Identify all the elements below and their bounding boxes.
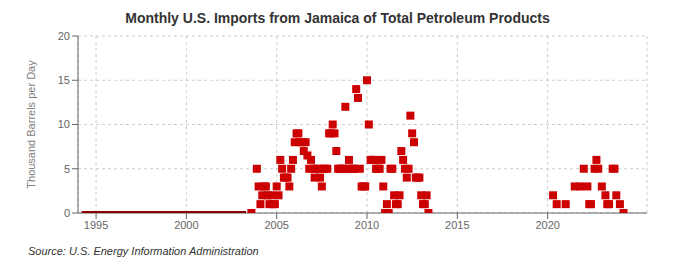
svg-text:Thousand Barrels per Day: Thousand Barrels per Day <box>25 60 37 189</box>
svg-text:2005: 2005 <box>264 219 288 231</box>
html-text:Source: U.S. Energy Informatio: Source: U.S. Energy Information Administ… <box>28 245 259 257</box>
svg-text:1995: 1995 <box>84 219 108 231</box>
svg-text:5: 5 <box>64 163 70 175</box>
svg-text:2020: 2020 <box>535 219 559 231</box>
svg-text:0: 0 <box>64 207 70 219</box>
svg-text:10: 10 <box>58 118 70 130</box>
html-text:Monthly U.S. Imports from Jama: Monthly U.S. Imports from Jamaica of Tot… <box>125 10 550 26</box>
svg-text:15: 15 <box>58 74 70 86</box>
svg-text:20: 20 <box>58 30 70 42</box>
svg-text:2010: 2010 <box>355 219 379 231</box>
svg-text:2015: 2015 <box>445 219 469 231</box>
svg-text:2000: 2000 <box>174 219 198 231</box>
